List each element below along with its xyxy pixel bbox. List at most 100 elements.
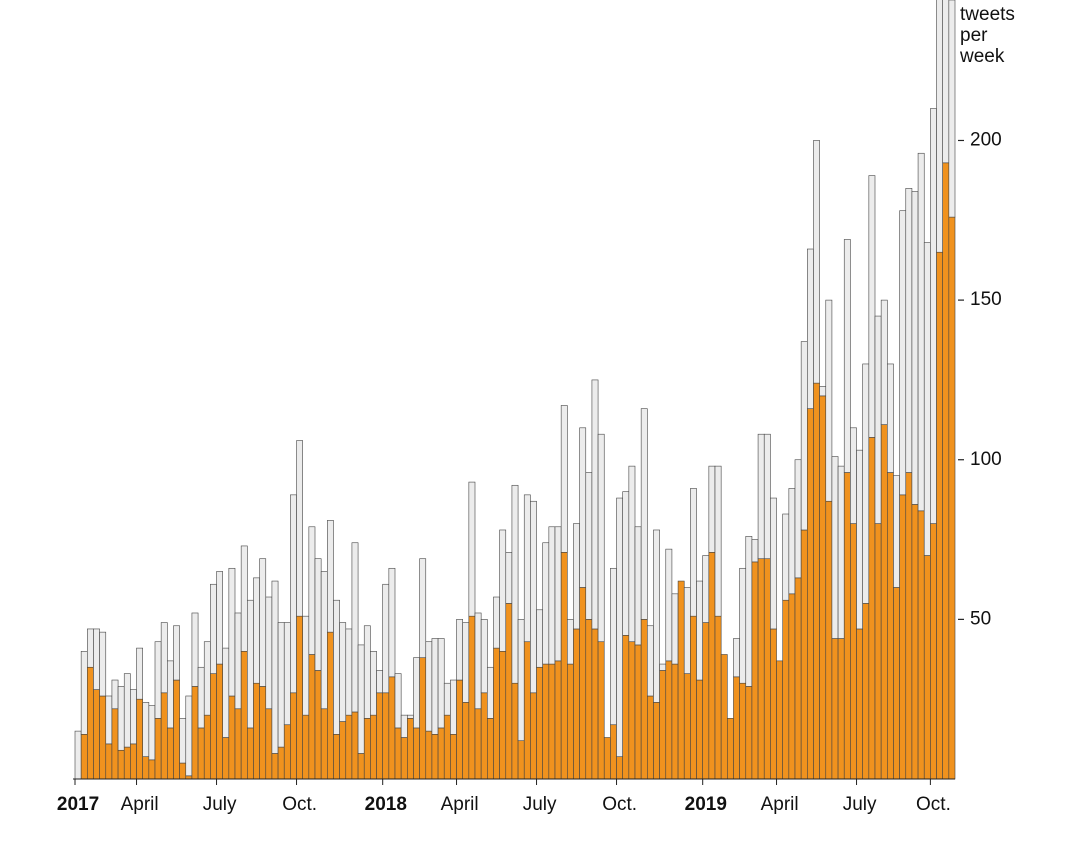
bar-segment [136,698,143,780]
bar-segment [948,216,956,780]
bar-segment [807,248,814,409]
bar-segment [216,663,223,780]
bar-segment [511,484,519,684]
bar-segment [74,730,82,780]
bar-segment [363,625,371,719]
bar-segment [419,558,427,658]
bar-segment [770,497,777,630]
bar-segment [874,315,882,524]
bar-segment [727,718,734,780]
bar-segment [105,695,113,745]
bar-segment [899,210,907,496]
bar-segment [930,108,937,524]
bar-segment [93,689,100,780]
bar-segment [394,673,402,729]
bar-segment [339,622,347,722]
bar-segment [154,718,162,780]
bar-segment [228,567,236,697]
bar-segment [320,571,328,710]
bar-segment [696,580,703,681]
bar-segment [437,638,445,729]
bar-segment [443,682,451,716]
bar-segment [917,152,925,512]
y-axis-label: tweets per week [960,4,1015,67]
bar-segment [517,740,525,780]
bar-segment [191,612,199,687]
bar-segment [480,619,488,694]
bar-segment [197,666,205,729]
bar-segment [203,714,211,780]
bar-segment [111,708,119,780]
bar-segment [788,488,796,595]
bar-segment [763,433,771,560]
bar-segment [302,615,310,716]
bar-segment [659,670,667,780]
bar-segment [247,599,254,729]
bar-segment [788,593,796,780]
bar-segment [757,433,765,560]
bar-segment [185,695,193,777]
bar-segment [942,162,950,780]
bar-segment [480,692,488,780]
bar-segment [99,631,107,697]
bar-segment [665,660,673,780]
bar-segment [671,593,679,665]
bar-segment [640,408,648,620]
bar-segment [911,191,919,505]
bar-segment [862,603,870,780]
bar-segment [880,299,888,425]
bar-segment [936,0,943,253]
bar-segment [388,676,396,780]
bar-segment [597,433,605,643]
bar-segment [80,650,88,735]
bar-segment [585,472,593,620]
bar-segment [770,628,777,780]
bar-segment [370,650,377,716]
bar-segment [253,682,260,780]
bar-segment [123,746,131,780]
x-tick-label: Oct. [916,794,951,815]
bar-segment [425,641,433,732]
bar-segment [597,641,605,780]
y-tick-label: 200 [970,129,1002,150]
bar-segment [610,724,617,780]
bar-segment [167,727,174,780]
bar-segment [591,628,599,780]
bar-segment [105,743,113,780]
bar-segment [505,603,513,780]
bar-segment [487,666,494,719]
y-tick-label: 50 [970,608,991,629]
bar-segment [456,679,463,780]
bar-segment [868,175,876,438]
y-tick-label: 100 [970,449,1002,470]
bar-segment [683,673,691,780]
bar-segment [653,702,660,780]
x-tick-label: July [523,794,557,815]
bar-segment [474,612,482,710]
bar-segment [437,727,445,780]
bar-segment [277,746,285,780]
x-tick-label: Oct. [602,794,637,815]
bar-segment [363,718,371,780]
bar-segment [813,382,820,780]
bar-segment [776,660,783,780]
bar-segment [443,714,451,780]
bar-segment [123,673,131,748]
bar-segment [117,686,125,751]
bar-segment [234,612,242,710]
bar-segment [579,587,587,780]
bar-segment [160,622,168,694]
bar-segment [720,654,728,780]
bar-segment [234,708,242,780]
bar-segment [259,686,267,780]
bar-segment [130,743,137,780]
bar-segment [271,580,279,754]
bar-segment [499,529,507,652]
bar-segment [708,552,716,780]
bar-segment [511,682,519,780]
bar-segment [690,488,697,617]
bar-segment [610,567,617,726]
bar-segment [456,619,463,681]
bar-segment [622,635,630,780]
